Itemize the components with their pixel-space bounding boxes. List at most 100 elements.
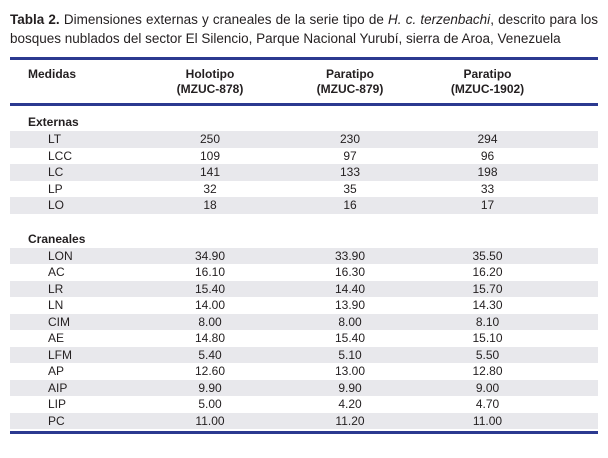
value-cell: 9.00 (475, 380, 500, 395)
value-cell: 16.20 (472, 265, 503, 279)
measure-label: LFM (48, 347, 72, 362)
value-cell: 17 (480, 198, 495, 212)
measure-label: LR (48, 281, 64, 296)
value-cell: 14.80 (194, 331, 226, 345)
value-cell: 11.00 (472, 413, 503, 428)
table-row: LO 18 16 17 (10, 197, 598, 214)
table-header-bottom-rule (10, 103, 598, 106)
value-cell: 8.00 (338, 314, 362, 329)
value-cell: 141 (199, 165, 221, 179)
value-cell: 33.90 (334, 248, 366, 263)
value-cell: 15.10 (472, 331, 503, 345)
table-bottom-rule (10, 431, 598, 434)
column-header-label: Medidas (28, 67, 77, 81)
table-body: Externas LT 250 230 294 LCC 109 97 96 LC 141 133 198… (10, 106, 598, 429)
value-cell: 13.90 (334, 298, 366, 312)
table-row: LC 141 133 198 (10, 164, 598, 181)
value-cell: 12.80 (472, 364, 503, 378)
value-cell: 33 (480, 181, 495, 196)
table-row: AIP 9.90 9.90 9.00 (10, 379, 598, 396)
value-cell: 18 (203, 198, 217, 212)
value-cell: 294 (477, 132, 498, 146)
value-cell: 198 (477, 165, 498, 179)
column-header-paratipo-879: Paratipo (MZUC-879) (275, 67, 425, 97)
value-cell: 15.70 (472, 281, 503, 296)
table-row: LR 15.40 14.40 15.70 (10, 280, 598, 297)
column-header-holotipo: Holotipo (MZUC-878) (145, 67, 275, 97)
caption-text-before: Dimensiones externas y craneales de la s… (59, 12, 389, 27)
value-cell: 133 (339, 165, 361, 179)
table-row: LIP 5.00 4.20 4.70 (10, 396, 598, 413)
value-cell: 8.00 (198, 314, 222, 329)
value-cell: 9.90 (198, 380, 222, 395)
measure-label: LT (48, 132, 62, 146)
value-cell: 14.30 (472, 298, 503, 312)
table-row: AP 12.60 13.00 12.80 (10, 363, 598, 380)
table-row: LN 14.00 13.90 14.30 (10, 297, 598, 314)
value-cell: 4.20 (338, 397, 362, 411)
table-row: LP 32 35 33 (10, 181, 598, 198)
measure-label: LP (48, 181, 63, 196)
value-cell: 11.20 (335, 413, 365, 428)
column-header-label: Paratipo (325, 67, 374, 81)
section-header: Craneales (28, 231, 86, 246)
value-cell: 34.90 (194, 248, 226, 263)
table-row: PC 11.00 11.20 11.00 (10, 412, 598, 429)
value-cell: 16 (343, 198, 357, 212)
table-caption: Tabla 2. Dimensiones externas y craneale… (10, 10, 598, 48)
value-cell: 15.40 (334, 331, 366, 345)
measure-label: LN (48, 298, 64, 312)
measure-label: AIP (48, 380, 68, 395)
table-header-row: Medidas Holotipo (MZUC-878) Paratipo (MZ… (10, 60, 598, 103)
column-header-medidas: Medidas (10, 67, 145, 97)
measure-label: LC (48, 165, 64, 179)
value-cell: 5.00 (198, 397, 222, 411)
value-cell: 14.40 (334, 281, 366, 296)
column-header-paratipo-1902: Paratipo (MZUC-1902) (425, 67, 550, 97)
measure-label: CIM (48, 314, 70, 329)
value-cell: 32 (203, 181, 217, 196)
measure-label: AP (48, 364, 65, 378)
column-header-label: Paratipo (463, 67, 512, 81)
value-cell: 13.00 (334, 364, 366, 378)
measure-label: LCC (48, 148, 73, 163)
table-row: AC 16.10 16.30 16.20 (10, 264, 598, 281)
value-cell: 230 (339, 132, 361, 146)
column-header-label: Holotipo (185, 67, 235, 81)
measure-label: LO (48, 198, 65, 212)
caption-table-number: Tabla 2. (10, 12, 60, 27)
column-header-specimen-id: (MZUC-878) (176, 82, 244, 96)
column-header-specimen-id: (MZUC-879) (316, 82, 384, 96)
value-cell: 8.10 (475, 314, 500, 329)
value-cell: 250 (199, 132, 221, 146)
value-cell: 15.40 (194, 281, 226, 296)
value-cell: 5.40 (198, 347, 222, 362)
value-cell: 97 (343, 148, 357, 163)
table-row: LCC 109 97 96 (10, 148, 598, 165)
caption-species-name: H. c. terzenbachi (388, 12, 491, 27)
column-header-specimen-id: (MZUC-1902) (450, 82, 525, 96)
measure-label: AC (48, 265, 65, 279)
measure-label: LON (48, 248, 73, 263)
measure-label: AE (48, 331, 65, 345)
table-section-craneales: Craneales LON 34.90 33.90 35.50 AC 16.10 16.30 1… (10, 231, 598, 429)
table-section-externas: Externas LT 250 230 294 LCC 109 97 96 LC 141 133 198… (10, 114, 598, 214)
value-cell: 35.50 (472, 248, 503, 263)
section-header: Externas (28, 115, 79, 129)
value-cell: 5.10 (338, 347, 362, 362)
value-cell: 11.00 (195, 413, 225, 428)
table-row: LON 34.90 33.90 35.50 (10, 247, 598, 264)
value-cell: 14.00 (194, 298, 226, 312)
value-cell: 9.90 (338, 380, 362, 395)
value-cell: 35 (343, 181, 357, 196)
value-cell: 96 (480, 148, 495, 163)
table-row: LT 250 230 294 (10, 131, 598, 148)
measure-label: PC (48, 413, 65, 428)
caption-text-after: , descrito para los bosques nublados del… (10, 12, 598, 46)
value-cell: 12.60 (194, 364, 226, 378)
value-cell: 4.70 (475, 397, 500, 411)
value-cell: 5.50 (475, 347, 500, 362)
measure-label: LIP (48, 397, 67, 411)
value-cell: 16.10 (194, 265, 226, 279)
